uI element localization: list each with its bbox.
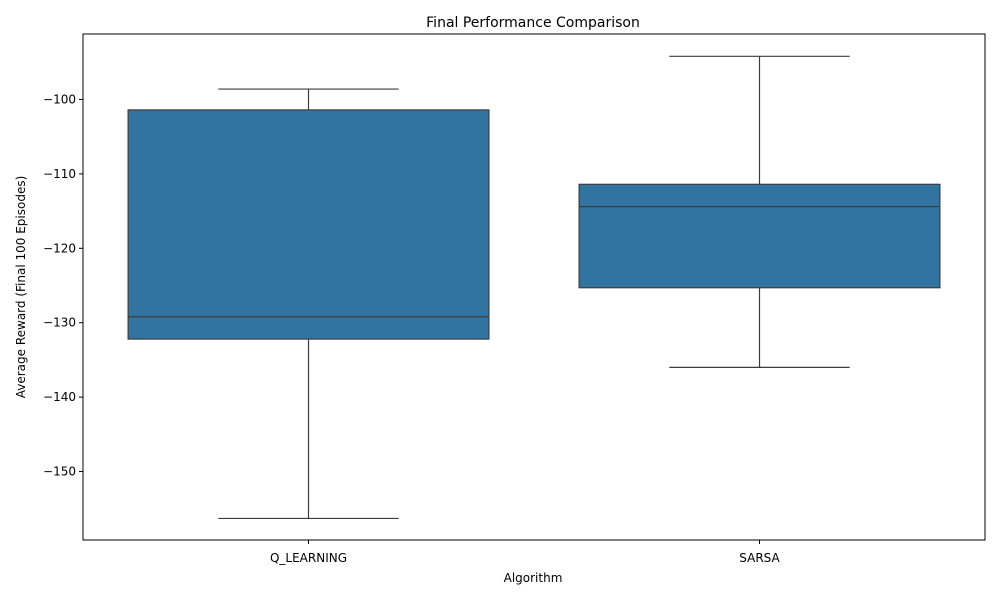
- y-tick-label: −130: [43, 316, 76, 330]
- box-q-learning: [127, 109, 490, 340]
- y-tick-label: −120: [43, 241, 76, 255]
- chart-title: Final Performance Comparison: [426, 15, 640, 31]
- y-axis-label: Average Reward (Final 100 Episodes): [14, 176, 28, 399]
- x-tick-label: Q_LEARNING: [270, 551, 347, 565]
- y-tick-label: −110: [43, 167, 76, 181]
- x-tick-label: SARSA: [739, 551, 780, 565]
- y-axis: −100 −110 −120 −130 −140 −150: [43, 92, 83, 479]
- plot-frame: [82, 33, 986, 541]
- x-axis-label: Algorithm: [504, 571, 563, 585]
- x-axis: Q_LEARNING SARSA: [270, 540, 781, 565]
- y-tick-label: −150: [43, 465, 76, 479]
- y-tick-label: −100: [43, 92, 76, 106]
- y-tick-label: −140: [43, 390, 76, 404]
- box-sarsa: [578, 183, 941, 289]
- plot-area: [127, 55, 941, 520]
